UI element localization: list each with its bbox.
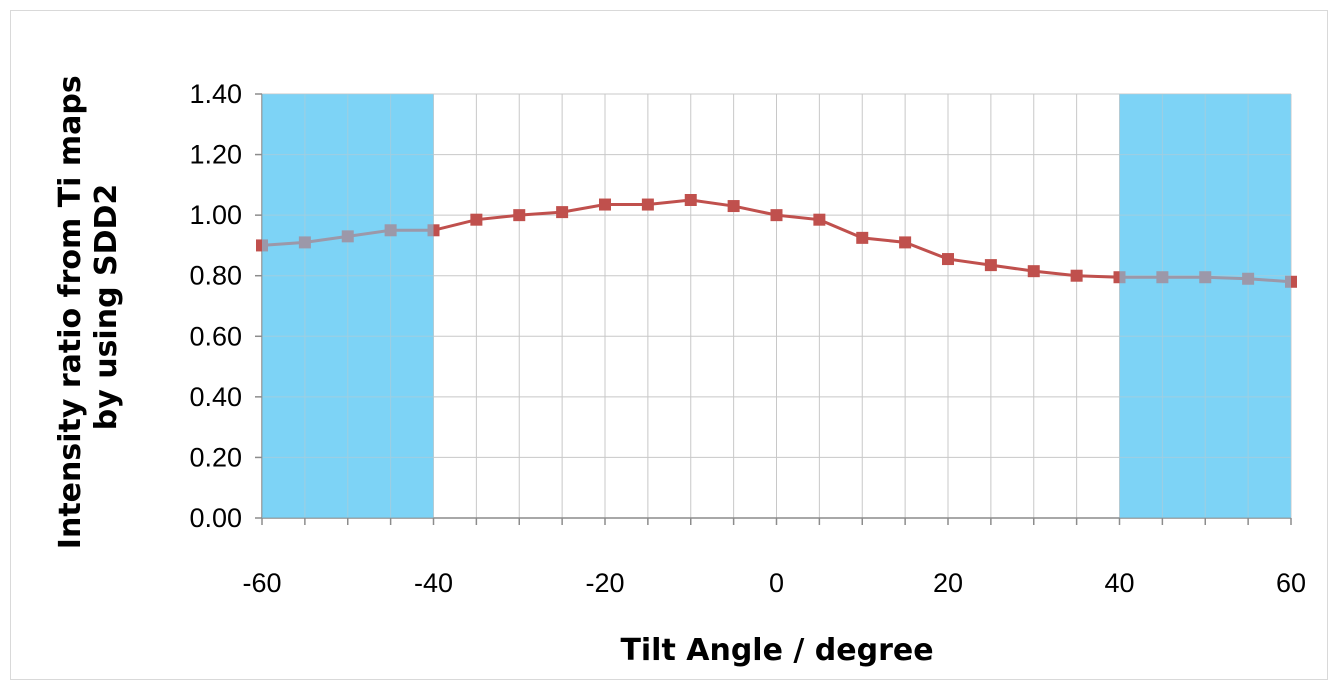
x-tick-label: 40 [1104, 568, 1134, 598]
x-tick-label: 20 [933, 568, 963, 598]
x-tick-label: -40 [414, 568, 453, 598]
shaded-region-overlay-1 [1119, 94, 1291, 518]
data-point [813, 213, 826, 226]
data-series [256, 94, 1297, 518]
data-point [899, 236, 912, 249]
y-tick-label: 1.20 [189, 140, 242, 170]
x-tick-label: 0 [769, 568, 784, 598]
y-tick-label: 0.40 [189, 382, 242, 412]
data-point [942, 253, 954, 266]
x-tick-labels: -60 -40 -20 0 20 40 60 [242, 568, 1306, 598]
y-tick-labels: 0.00 0.20 0.40 0.60 0.80 1.00 1.20 1.40 [189, 79, 242, 533]
data-point [641, 198, 654, 211]
data-point [470, 213, 483, 226]
data-point [727, 200, 740, 213]
data-point [513, 209, 526, 222]
y-tick-label: 0.20 [189, 442, 242, 472]
x-tick-label: -60 [242, 568, 281, 598]
y-tick-label: 0.60 [189, 321, 242, 351]
y-tick-label: 0.00 [189, 503, 242, 533]
chart-frame [10, 10, 1328, 680]
data-point [984, 259, 997, 272]
data-point [1027, 265, 1040, 278]
shaded-region-overlay-0 [262, 94, 434, 518]
data-point [556, 206, 569, 219]
data-point [684, 194, 697, 206]
data-point [770, 209, 783, 222]
data-point [599, 198, 611, 211]
x-tick-label: -20 [585, 568, 624, 598]
data-point [1070, 269, 1083, 282]
x-tick-label: 60 [1276, 568, 1306, 598]
y-axis-title-line-2: by using SDD2 [89, 184, 124, 431]
y-tick-label: 1.40 [189, 79, 242, 109]
x-axis-title: Tilt Angle / degree [620, 633, 933, 668]
y-tick-label: 1.00 [189, 200, 242, 230]
y-axis-title: Intensity ratio from Ti maps by using SD… [53, 65, 124, 549]
y-axis-title-line-1: Intensity ratio from Ti maps [53, 75, 88, 549]
data-point [856, 231, 869, 244]
y-tick-label: 0.80 [189, 261, 242, 291]
